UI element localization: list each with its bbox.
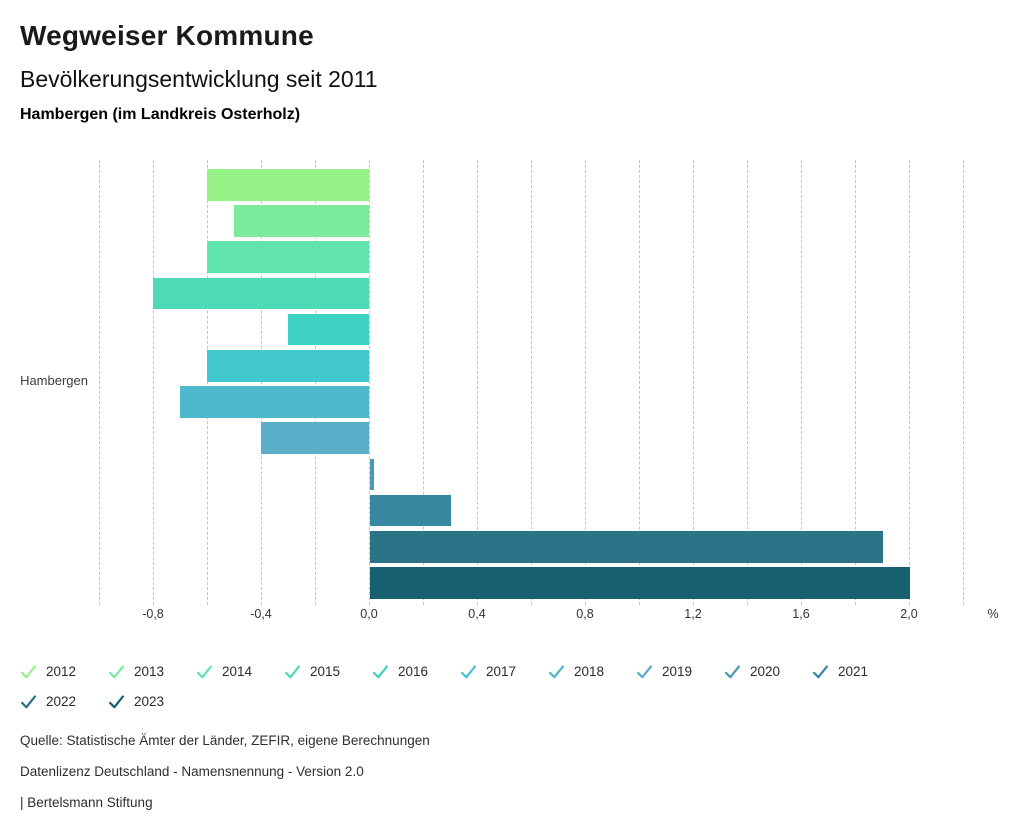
- brand-text: | Bertelsmann Stiftung: [20, 795, 153, 810]
- gridline: [477, 160, 478, 605]
- x-axis-unit-label: %: [987, 607, 999, 621]
- bar-2021[interactable]: [370, 494, 451, 527]
- gridline: [963, 160, 964, 605]
- bar-2014[interactable]: [207, 241, 369, 273]
- legend-item-2017[interactable]: 2017: [460, 656, 548, 686]
- gridline: [207, 160, 208, 605]
- x-tick-label: -0,4: [250, 607, 272, 621]
- gridline: [423, 160, 424, 605]
- legend-year-label: 2015: [310, 663, 341, 679]
- gridline: [369, 160, 370, 605]
- bar-2015[interactable]: [153, 277, 369, 310]
- check-icon: [196, 664, 213, 678]
- gridline: [639, 160, 640, 605]
- check-icon: [20, 694, 37, 708]
- legend-year-label: 2019: [662, 663, 693, 679]
- check-icon: [724, 664, 741, 678]
- y-axis-category-label: Hambergen: [20, 373, 88, 388]
- x-tick-label: 0,8: [576, 607, 594, 621]
- legend-year-label: 2022: [46, 693, 77, 709]
- legend-item-2012[interactable]: 2012: [20, 656, 108, 686]
- x-tick-label: 1,2: [684, 607, 702, 621]
- legend-item-2022[interactable]: 2022: [20, 686, 108, 716]
- legend-year-label: 2017: [486, 663, 517, 679]
- chart-subtitle: Bevölkerungsentwicklung seit 2011: [20, 66, 378, 92]
- check-icon: [460, 664, 477, 678]
- legend-item-2018[interactable]: 2018: [548, 656, 636, 686]
- legend-item-2020[interactable]: 2020: [724, 656, 812, 686]
- check-icon: [636, 664, 653, 678]
- legend-year-label: 2016: [398, 663, 429, 679]
- legend-year-label: 2018: [574, 663, 605, 679]
- legend-item-2014[interactable]: 2014: [196, 656, 284, 686]
- legend-item-2015[interactable]: 2015: [284, 656, 372, 686]
- x-tick-label: 0,0: [360, 607, 378, 621]
- chart-plot-area: [99, 160, 964, 605]
- x-tick-label: 0,4: [468, 607, 486, 621]
- bar-2016[interactable]: [288, 313, 369, 346]
- check-icon: [284, 664, 301, 678]
- population-bar-chart: Hambergen -0,8 -0,4 0,0 0,4 0,8 1,2 1,6 2,0%: [20, 160, 999, 621]
- gridline: [801, 160, 802, 605]
- x-tick-label: -0,8: [142, 607, 164, 621]
- gridline: [99, 160, 100, 605]
- legend-item-2023[interactable]: 2023: [108, 686, 196, 716]
- legend-item-2016[interactable]: 2016: [372, 656, 460, 686]
- gridline: [693, 160, 694, 605]
- legend: 2012 2013 2014 2015 2016 2017 2018 2019 2020 2021…: [20, 656, 920, 716]
- check-icon: [548, 664, 565, 678]
- check-icon: [20, 664, 37, 678]
- gridline: [153, 160, 154, 605]
- bar-2018[interactable]: [180, 386, 369, 418]
- check-icon: [108, 664, 125, 678]
- legend-year-label: 2014: [222, 663, 253, 679]
- legend-item-2019[interactable]: 2019: [636, 656, 724, 686]
- legend-year-label: 2023: [134, 693, 165, 709]
- legend-year-label: 2020: [750, 663, 781, 679]
- legend-year-label: 2021: [838, 663, 869, 679]
- gridline: [261, 160, 262, 605]
- check-icon: [372, 664, 389, 678]
- gridline: [747, 160, 748, 605]
- bar-2017[interactable]: [207, 350, 369, 382]
- legend-year-label: 2012: [46, 663, 77, 679]
- bar-2012[interactable]: [207, 169, 369, 201]
- check-icon: [812, 664, 829, 678]
- source-text: Quelle: Statistische Ämter der Länder, Z…: [20, 733, 430, 748]
- legend-year-label: 2013: [134, 663, 165, 679]
- bar-2023[interactable]: [370, 567, 910, 599]
- bar-2020[interactable]: [370, 458, 374, 491]
- legend-item-2021[interactable]: 2021: [812, 656, 900, 686]
- chart-region-label: Hambergen (im Landkreis Osterholz): [20, 106, 301, 123]
- bar-2019[interactable]: [261, 422, 369, 454]
- gridline: [315, 160, 316, 605]
- bar-2022[interactable]: [370, 531, 883, 563]
- gridline: [531, 160, 532, 605]
- bar-2013[interactable]: [234, 205, 369, 237]
- gridline: [585, 160, 586, 605]
- x-tick-label: 2,0: [900, 607, 918, 621]
- license-text: Datenlizenz Deutschland - Namensnennung …: [20, 764, 364, 779]
- legend-item-2013[interactable]: 2013: [108, 656, 196, 686]
- check-icon: [108, 694, 125, 708]
- x-tick-label: 1,6: [792, 607, 810, 621]
- gridline: [855, 160, 856, 605]
- page-title: Wegweiser Kommune: [20, 20, 314, 51]
- gridline: [909, 160, 910, 605]
